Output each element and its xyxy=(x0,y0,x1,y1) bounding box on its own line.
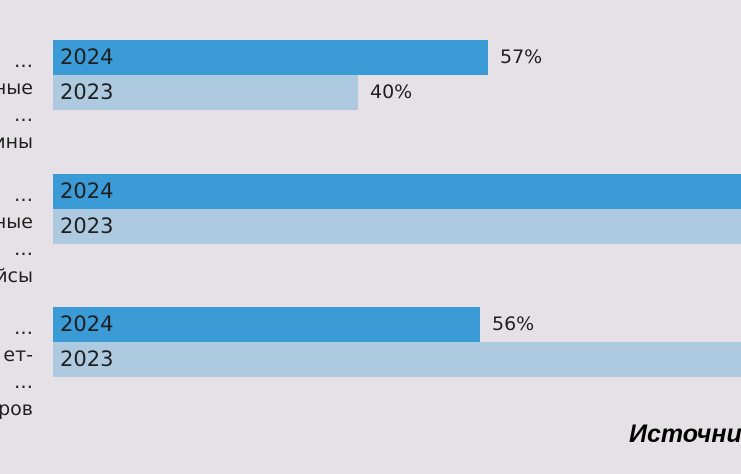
category-label: …ет- …ров xyxy=(0,317,33,420)
bar-series-label: 2023 xyxy=(60,347,114,371)
bar-2023: 2023 xyxy=(53,209,741,244)
bar-series-label: 2023 xyxy=(60,214,114,238)
category-label: …ные …ины xyxy=(0,50,33,153)
bar-2023: 2023 xyxy=(53,342,741,377)
bar-2024: 2024 xyxy=(53,174,741,209)
value-label: 56% xyxy=(492,313,535,335)
source-label: Источни xyxy=(629,420,741,448)
bar-series-label: 2023 xyxy=(60,80,114,104)
bar-series-label: 2024 xyxy=(60,312,114,336)
bar-2024: 2024 xyxy=(53,40,488,75)
bar-2024: 2024 xyxy=(53,307,480,342)
bar-2023: 2023 xyxy=(53,75,358,110)
value-label: 40% xyxy=(370,81,413,103)
bar-series-label: 2024 xyxy=(60,179,114,203)
category-label: …ные …йсы xyxy=(0,184,33,287)
value-label: 57% xyxy=(500,46,543,68)
bar-series-label: 2024 xyxy=(60,45,114,69)
